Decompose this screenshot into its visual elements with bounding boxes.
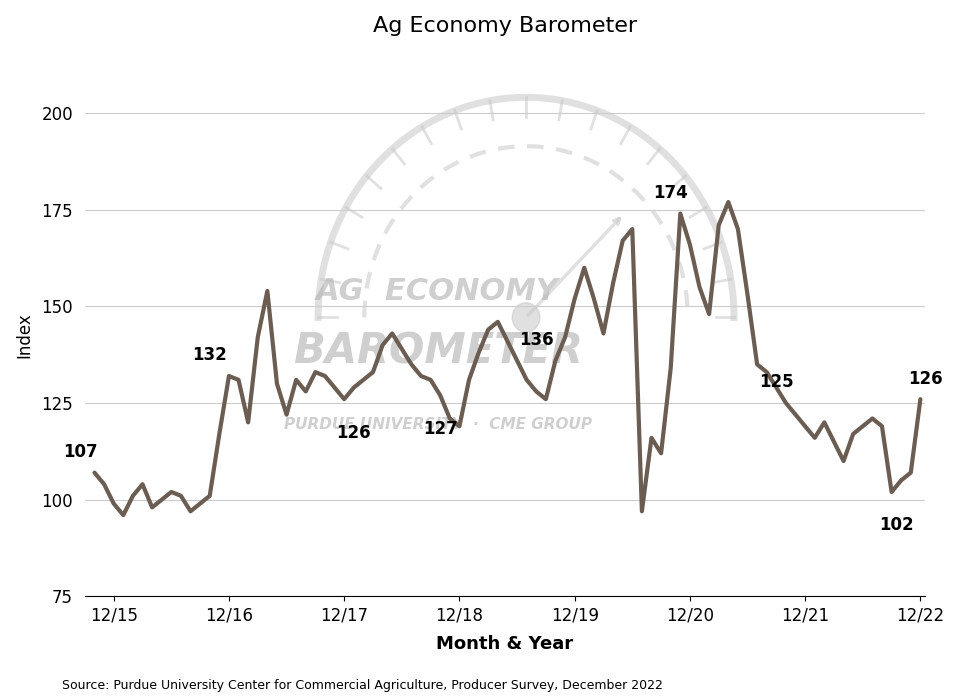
Text: BAROMETER: BAROMETER xyxy=(293,330,583,372)
Text: 102: 102 xyxy=(879,516,914,535)
Text: AG  ECONOMY: AG ECONOMY xyxy=(317,276,560,306)
Text: Source: Purdue University Center for Commercial Agriculture, Producer Survey, De: Source: Purdue University Center for Com… xyxy=(62,679,663,692)
Text: 174: 174 xyxy=(654,184,688,202)
Text: 127: 127 xyxy=(422,420,458,438)
Text: 107: 107 xyxy=(62,443,97,461)
Text: 136: 136 xyxy=(519,331,554,349)
X-axis label: Month & Year: Month & Year xyxy=(437,635,574,653)
Text: 125: 125 xyxy=(759,374,794,391)
Text: 126: 126 xyxy=(908,370,943,388)
Text: PURDUE UNIVERSITY  ·  CME GROUP: PURDUE UNIVERSITY · CME GROUP xyxy=(284,417,591,432)
Y-axis label: Index: Index xyxy=(15,313,33,358)
Title: Ag Economy Barometer: Ag Economy Barometer xyxy=(373,16,637,35)
Text: 132: 132 xyxy=(192,347,228,365)
Text: 126: 126 xyxy=(336,424,372,442)
